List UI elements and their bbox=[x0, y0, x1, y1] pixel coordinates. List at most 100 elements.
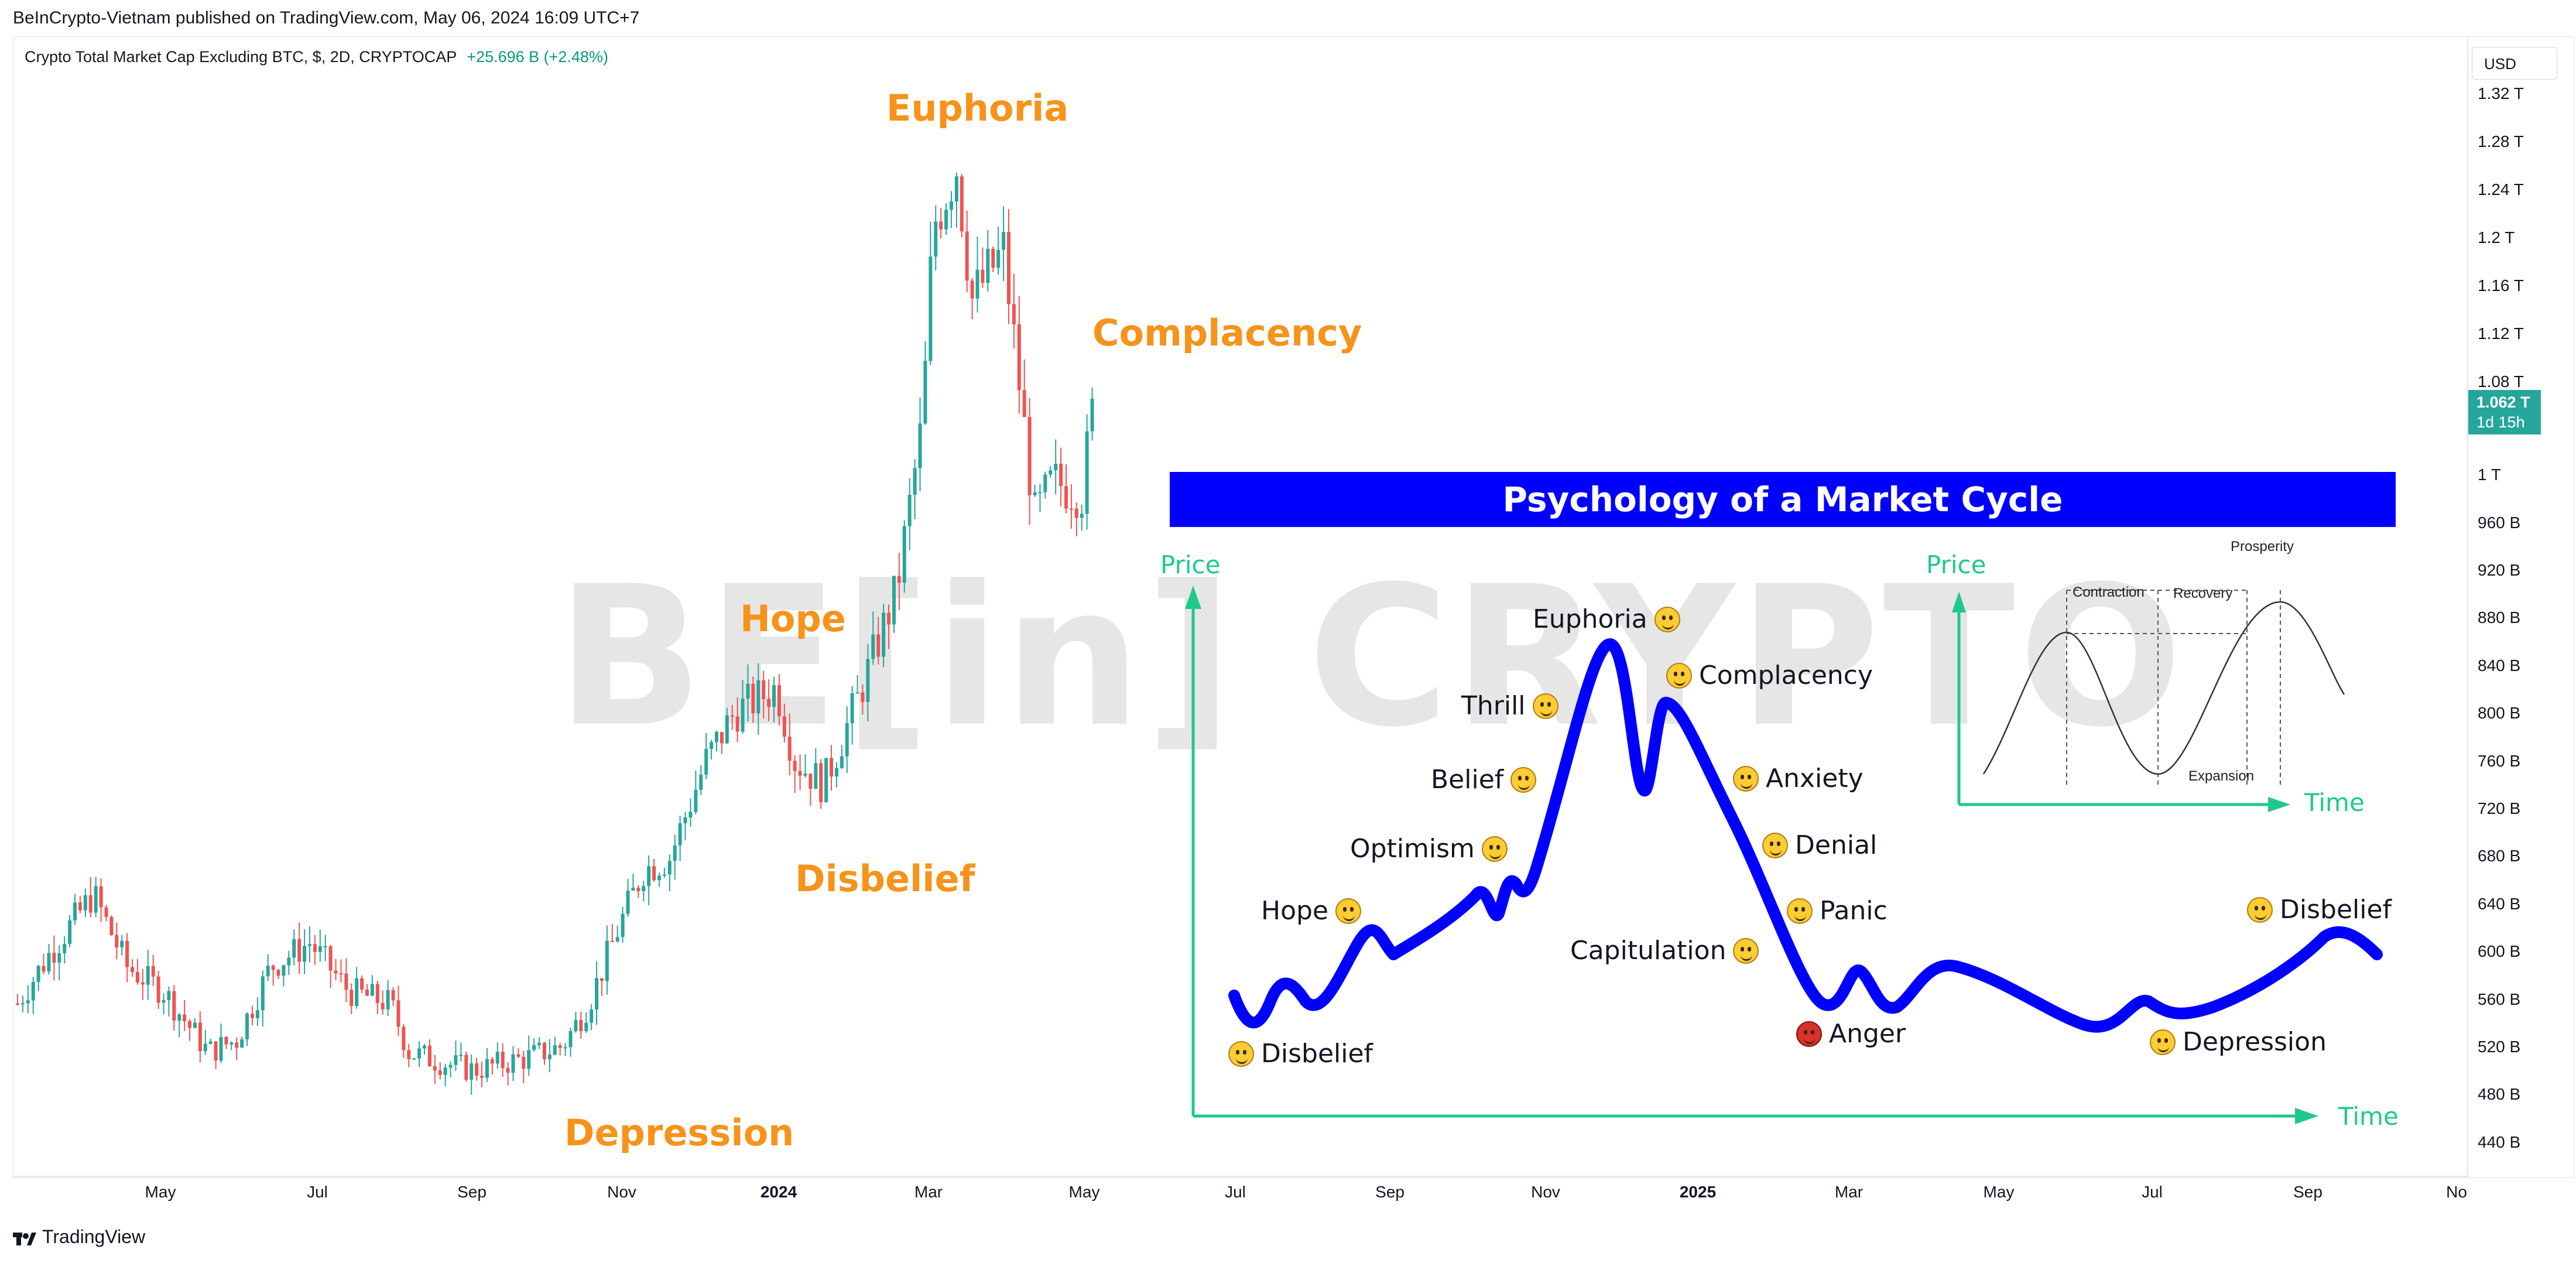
candle-body bbox=[506, 1068, 510, 1073]
candle-body bbox=[981, 269, 985, 283]
candle-body bbox=[657, 875, 661, 881]
candle-body bbox=[501, 1052, 505, 1069]
candle-body bbox=[678, 823, 682, 846]
time-tick: Nov bbox=[607, 1183, 636, 1201]
candle-body bbox=[407, 1050, 411, 1059]
candle-body bbox=[944, 210, 948, 230]
grin-face-icon bbox=[1481, 836, 1508, 862]
emotion-depression: Depression bbox=[2150, 1027, 2327, 1057]
price-tick: 1 T bbox=[2478, 466, 2501, 484]
emotion-disbelief-end: Disbelief bbox=[2247, 895, 2392, 925]
mini-label-prosperity: Prosperity bbox=[2231, 539, 2294, 555]
last-price-tag: 1.062 T 1d 15h bbox=[2468, 390, 2541, 434]
screaming-face-icon bbox=[1787, 898, 1813, 924]
candle-body bbox=[188, 1021, 192, 1028]
candle-body bbox=[151, 966, 155, 977]
price-tick: 640 B bbox=[2478, 894, 2521, 913]
candle-body bbox=[647, 866, 651, 887]
currency-selector[interactable]: USD bbox=[2472, 47, 2557, 80]
candle-body bbox=[1085, 431, 1089, 514]
candle-body bbox=[20, 1003, 25, 1005]
candle-body bbox=[850, 693, 854, 724]
symbol-legend[interactable]: Crypto Total Market Cap Excluding BTC, $… bbox=[25, 48, 608, 66]
candle-body bbox=[470, 1063, 474, 1080]
candle-body bbox=[590, 1009, 594, 1023]
candle-body bbox=[292, 939, 296, 958]
price-tick: 560 B bbox=[2478, 990, 2521, 1008]
inset-y-arrow bbox=[1185, 586, 1201, 609]
candle-body bbox=[464, 1055, 468, 1080]
candle-body bbox=[282, 965, 286, 976]
candle-body bbox=[423, 1045, 427, 1049]
candle-body bbox=[636, 887, 640, 891]
heart-eyes-icon bbox=[1510, 766, 1537, 793]
price-tick: 720 B bbox=[2478, 799, 2521, 817]
candle-body bbox=[266, 966, 270, 977]
candle-body bbox=[162, 1000, 166, 1003]
mini-y-arrow bbox=[1952, 591, 1966, 612]
time-tick: Jul bbox=[1225, 1183, 1246, 1201]
price-tick: 1.08 T bbox=[2478, 372, 2524, 391]
candle-body bbox=[522, 1056, 526, 1069]
candle-body bbox=[746, 683, 750, 699]
candle-body bbox=[861, 692, 865, 702]
tradingview-logo[interactable]: TradingView bbox=[13, 1226, 145, 1248]
candle-body bbox=[391, 990, 395, 1001]
angry-face-icon bbox=[1796, 1021, 1822, 1047]
candle-body bbox=[762, 680, 766, 699]
candle-body bbox=[642, 886, 646, 891]
publisher-line: BeInCrypto-Vietnam published on TradingV… bbox=[13, 8, 640, 28]
candle-body bbox=[255, 1010, 259, 1018]
candle-body bbox=[991, 248, 995, 268]
candle-body bbox=[131, 967, 135, 973]
candle-body bbox=[751, 683, 755, 714]
mini-x-label: Time bbox=[2304, 788, 2365, 817]
candle-body bbox=[245, 1014, 249, 1040]
candle-body bbox=[584, 1022, 588, 1032]
candle-body bbox=[235, 1042, 239, 1048]
candle-body bbox=[1027, 417, 1032, 495]
candle-body bbox=[448, 1065, 453, 1068]
candle-body bbox=[339, 973, 343, 975]
candle-body bbox=[798, 771, 802, 776]
candle-body bbox=[1043, 474, 1047, 492]
time-axis-divider bbox=[13, 1176, 2468, 1177]
symbol-name: Crypto Total Market Cap Excluding BTC, $… bbox=[25, 48, 457, 66]
candle-body bbox=[1017, 324, 1021, 391]
emotion-denial: Denial bbox=[1762, 830, 1877, 860]
candle-body bbox=[892, 576, 896, 625]
emotion-euphoria: Euphoria bbox=[1533, 604, 1680, 634]
emotion-anxiety: Anxiety bbox=[1733, 764, 1864, 793]
candle-body bbox=[954, 176, 958, 202]
mini-x-arrow bbox=[2268, 797, 2290, 812]
candle-body bbox=[834, 768, 838, 777]
candle-body bbox=[667, 861, 672, 875]
candle-body bbox=[99, 886, 103, 908]
candle-body bbox=[960, 176, 964, 232]
candle-body bbox=[250, 1014, 254, 1018]
inset-x-label: Time bbox=[2338, 1102, 2399, 1131]
candle-body bbox=[141, 982, 145, 985]
candle-body bbox=[574, 1019, 578, 1031]
watermark-logo: BE[in] CRYPTO bbox=[556, 545, 2187, 769]
candle-body bbox=[83, 895, 87, 911]
candle-body bbox=[485, 1059, 489, 1078]
candle-body bbox=[167, 991, 171, 1001]
candle-body bbox=[318, 946, 322, 952]
candle-body bbox=[480, 1076, 484, 1078]
candle-body bbox=[516, 1054, 520, 1057]
candle-body bbox=[683, 817, 687, 824]
candle-body bbox=[63, 944, 67, 953]
candle-body bbox=[427, 1045, 431, 1066]
candle-body bbox=[240, 1039, 244, 1048]
chart-frame[interactable] bbox=[13, 36, 2574, 1178]
candle-body bbox=[975, 269, 979, 299]
candle-body bbox=[172, 991, 176, 1021]
candle-body bbox=[224, 1036, 228, 1045]
time-tick: Mar bbox=[914, 1183, 943, 1201]
candle-body bbox=[610, 940, 614, 942]
candle-body bbox=[1090, 398, 1094, 432]
candle-body bbox=[297, 939, 302, 962]
inset-title-bar: Psychology of a Market Cycle bbox=[1170, 472, 2396, 527]
